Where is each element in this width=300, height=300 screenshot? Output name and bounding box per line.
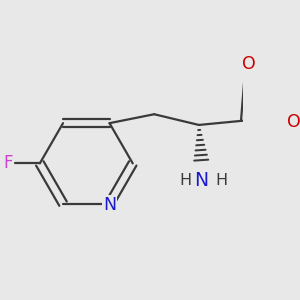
Text: H: H xyxy=(179,173,191,188)
Text: F: F xyxy=(3,154,12,172)
Text: N: N xyxy=(194,171,208,190)
Text: N: N xyxy=(103,196,116,214)
Text: O: O xyxy=(242,55,256,73)
Text: H: H xyxy=(215,173,227,188)
Text: O: O xyxy=(287,113,300,131)
